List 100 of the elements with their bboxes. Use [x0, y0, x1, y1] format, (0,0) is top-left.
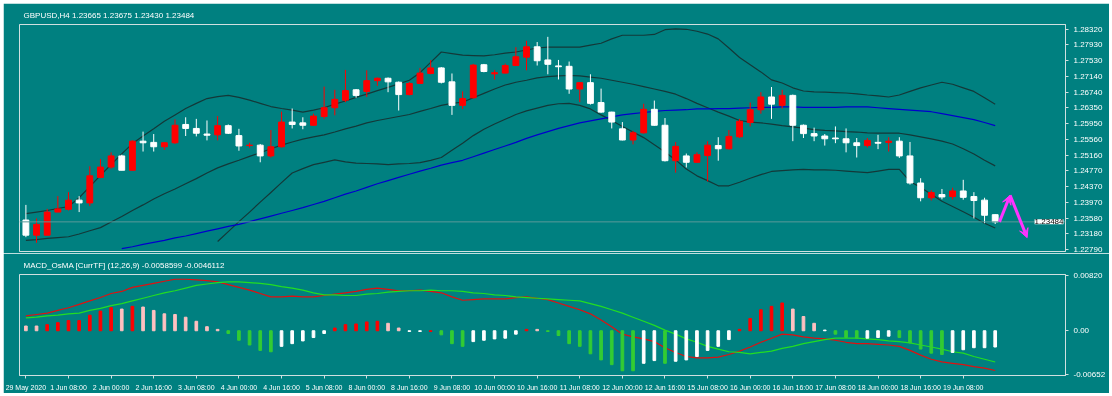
- bar: [279, 330, 284, 347]
- candlestick: [331, 89, 339, 116]
- chart-title: GBPUSD,H4 1.23665 1.23675 1.23430 1.23484: [23, 10, 195, 20]
- candlestick: [523, 40, 530, 71]
- bar: [162, 313, 167, 332]
- bar: [556, 330, 561, 337]
- candlestick: [288, 108, 296, 129]
- bar: [631, 330, 635, 372]
- y-tick-label: 1.23970: [1073, 198, 1103, 208]
- bar: [865, 330, 870, 339]
- candlestick: [746, 102, 754, 127]
- bar: [577, 330, 582, 347]
- bar: [727, 330, 731, 341]
- bar: [364, 321, 369, 332]
- bar: [119, 308, 124, 332]
- bar: [641, 330, 646, 364]
- bar: [247, 330, 252, 346]
- bar: [620, 330, 625, 372]
- candlestick: [587, 73, 594, 106]
- candlestick: [363, 69, 371, 98]
- bar: [492, 330, 497, 340]
- bar: [695, 330, 699, 358]
- bar: [396, 327, 401, 332]
- bar: [56, 322, 60, 332]
- candlestick: [895, 136, 903, 159]
- candlestick: [139, 131, 147, 153]
- bar: [673, 330, 678, 362]
- bar: [663, 330, 667, 364]
- bar: [567, 330, 571, 345]
- bar: [386, 322, 390, 332]
- y-tick-label: 1.25560: [1073, 134, 1103, 144]
- y-tick-label: 1.27530: [1073, 56, 1103, 66]
- candlestick: [555, 59, 562, 80]
- bar: [844, 330, 848, 339]
- bar: [705, 330, 710, 351]
- bar: [812, 322, 816, 332]
- bar: [375, 320, 380, 332]
- bar: [237, 330, 241, 341]
- candlestick: [448, 72, 456, 116]
- bar: [897, 330, 902, 339]
- bar: [34, 325, 39, 332]
- candlestick: [725, 129, 733, 151]
- candlestick: [970, 191, 978, 219]
- chart-title: MACD_OsMA [CurrTF] (12,26,9) -0.0058599 -0.0046112: [23, 260, 225, 270]
- candlestick: [981, 197, 988, 224]
- bar: [258, 330, 263, 351]
- candlestick: [938, 188, 946, 200]
- bar: [972, 330, 976, 349]
- candlestick: [267, 129, 275, 159]
- candlestick: [43, 208, 51, 236]
- candlestick: [959, 179, 967, 201]
- candlestick: [576, 81, 584, 103]
- y-tick-label: 0.00: [1073, 326, 1090, 336]
- ref-line-label: 1.23484: [1034, 217, 1065, 227]
- bar: [439, 330, 444, 336]
- candlestick: [778, 89, 786, 110]
- y-tick-label: 1.27140: [1073, 71, 1103, 81]
- bar: [354, 323, 358, 332]
- line-series: [217, 102, 996, 243]
- bar: [269, 330, 273, 353]
- bar: [780, 302, 784, 332]
- bar: [183, 316, 188, 332]
- candlestick: [203, 119, 211, 141]
- y-tick-label: 1.23580: [1073, 213, 1103, 223]
- candlestick: [214, 115, 222, 141]
- bar: [460, 330, 465, 347]
- bar: [301, 330, 305, 342]
- y-tick-label: 1.23180: [1073, 229, 1103, 239]
- candlestick: [640, 103, 648, 135]
- candlestick: [384, 76, 392, 93]
- candlestick: [33, 217, 40, 244]
- y-tick-label: 1.27930: [1073, 40, 1103, 50]
- candlestick: [512, 46, 520, 67]
- candlestick: [182, 116, 190, 137]
- bar: [332, 327, 337, 332]
- bar: [833, 330, 838, 335]
- bar: [929, 330, 934, 354]
- candlestick: [704, 140, 712, 182]
- bar: [748, 318, 753, 332]
- bar: [950, 330, 955, 353]
- bar: [205, 326, 209, 332]
- bar: [151, 309, 156, 332]
- bar: [503, 330, 508, 339]
- candlestick: [650, 100, 658, 127]
- bar: [993, 330, 998, 348]
- bar: [801, 316, 806, 332]
- bar: [599, 330, 603, 361]
- candlestick: [714, 136, 722, 162]
- y-tick-label: 1.24370: [1073, 182, 1103, 192]
- bar: [109, 307, 113, 332]
- candlestick: [917, 177, 925, 202]
- bar: [940, 330, 944, 355]
- candlestick: [597, 88, 605, 114]
- bar: [226, 330, 231, 334]
- y-tick-label: 1.24770: [1073, 166, 1103, 176]
- bar: [98, 310, 103, 332]
- candlestick: [565, 61, 573, 95]
- candlestick: [22, 204, 30, 238]
- bar: [45, 324, 50, 332]
- bar: [790, 308, 795, 332]
